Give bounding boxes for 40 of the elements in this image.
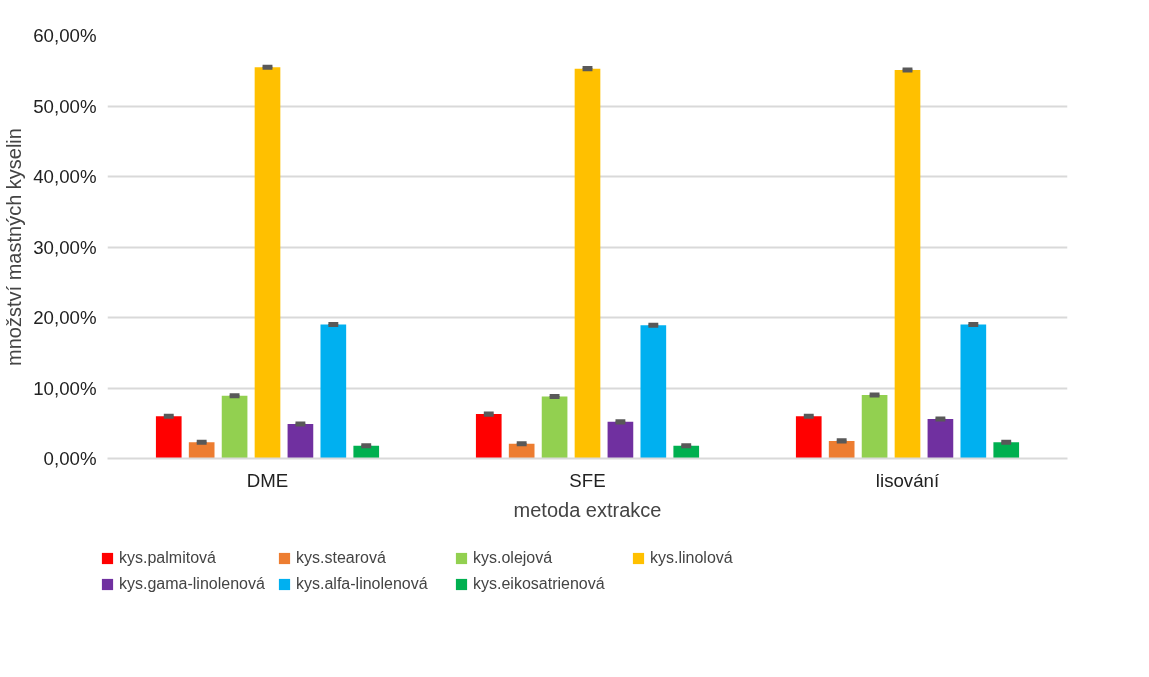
bar — [795, 416, 822, 459]
x-axis-title: metoda extrakce — [513, 498, 662, 521]
bar — [155, 416, 182, 459]
y-tick-label: 10,00% — [33, 377, 97, 399]
bar — [508, 443, 535, 459]
bar — [475, 414, 502, 459]
legend-label: kys.eikosatrienová — [473, 575, 606, 593]
legend-label: kys.palmitová — [119, 549, 217, 567]
bar — [861, 395, 888, 459]
bar — [993, 442, 1020, 459]
bar — [607, 421, 634, 459]
legend-label: kys.stearová — [296, 549, 387, 567]
bar — [221, 395, 248, 459]
x-tick-label: DME — [246, 469, 289, 491]
legend-label: kys.gama-linolenová — [119, 575, 266, 593]
bar — [960, 324, 987, 459]
y-tick-label: 40,00% — [33, 166, 97, 187]
bar — [353, 445, 380, 459]
bar — [894, 70, 921, 459]
y-tick-label: 60,00% — [33, 25, 97, 46]
legend-label: kys.olejová — [473, 549, 554, 567]
y-tick-label: 30,00% — [33, 236, 97, 258]
bar — [927, 419, 954, 459]
bar — [188, 442, 215, 459]
bar — [640, 325, 667, 459]
y-tick-label: 50,00% — [33, 95, 97, 117]
y-axis-title: množství mastných kyselin — [3, 128, 26, 366]
bar — [574, 68, 601, 459]
x-tick-label: SFE — [569, 469, 606, 491]
legend-label: kys.linolová — [650, 549, 734, 567]
y-tick-label: 0,00% — [43, 448, 97, 469]
bar — [287, 423, 314, 459]
bar — [673, 445, 700, 459]
bar — [320, 324, 347, 459]
bar — [254, 67, 281, 459]
x-tick-label: lisování — [875, 469, 940, 491]
bar — [828, 440, 855, 459]
legend-label: kys.alfa-linolenová — [296, 575, 429, 593]
y-tick-label: 20,00% — [33, 307, 97, 328]
bar — [541, 396, 568, 459]
